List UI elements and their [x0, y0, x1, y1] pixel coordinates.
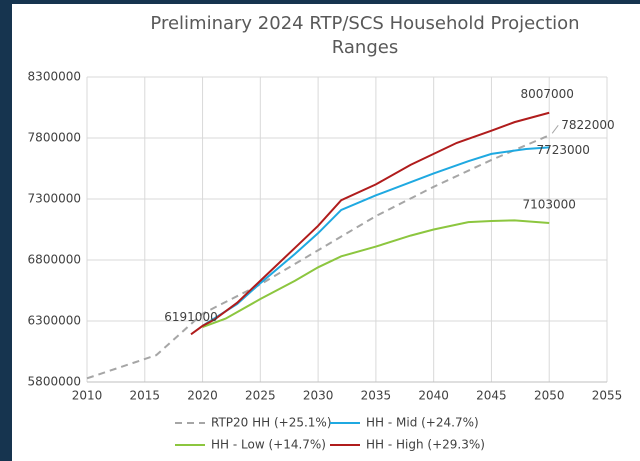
x-tick-label: 2020 [187, 389, 218, 403]
series-line [202, 146, 550, 327]
chart-panel [12, 4, 640, 461]
series-line [202, 219, 550, 329]
y-tick-label: 6800000 [28, 253, 81, 267]
data-label: 6191000 [164, 310, 217, 324]
data-label: 8007000 [520, 87, 573, 101]
y-tick-label: 5800000 [28, 375, 81, 389]
y-tick-label: 6300000 [28, 314, 81, 328]
legend-label: HH - High (+29.3%) [366, 438, 485, 452]
series-line [86, 134, 550, 380]
series-line [190, 111, 550, 336]
data-label: 7723000 [536, 143, 589, 157]
data-label: 7822000 [561, 118, 614, 132]
x-tick-label: 2030 [303, 389, 334, 403]
x-tick-label: 2010 [72, 389, 103, 403]
x-tick-label: 2045 [476, 389, 507, 403]
legend-label: HH - Low (+14.7%) [211, 438, 326, 452]
x-tick-label: 2055 [592, 389, 623, 403]
x-tick-label: 2015 [130, 389, 161, 403]
y-tick-label: 7800000 [28, 131, 81, 145]
chart-title: Preliminary 2024 RTP/SCS Household Proje… [150, 13, 580, 58]
y-tick-label: 7300000 [28, 192, 81, 206]
data-label: 7103000 [522, 198, 575, 212]
x-tick-label: 2035 [361, 389, 392, 403]
x-tick-label: 2050 [534, 389, 565, 403]
x-tick-label: 2025 [245, 389, 276, 403]
legend-label: HH - Mid (+24.7%) [366, 416, 479, 430]
label-leader [551, 125, 559, 134]
legend-label: RTP20 HH (+25.1%) [211, 416, 332, 430]
y-tick-label: 8300000 [28, 70, 81, 84]
x-tick-label: 2040 [418, 389, 449, 403]
